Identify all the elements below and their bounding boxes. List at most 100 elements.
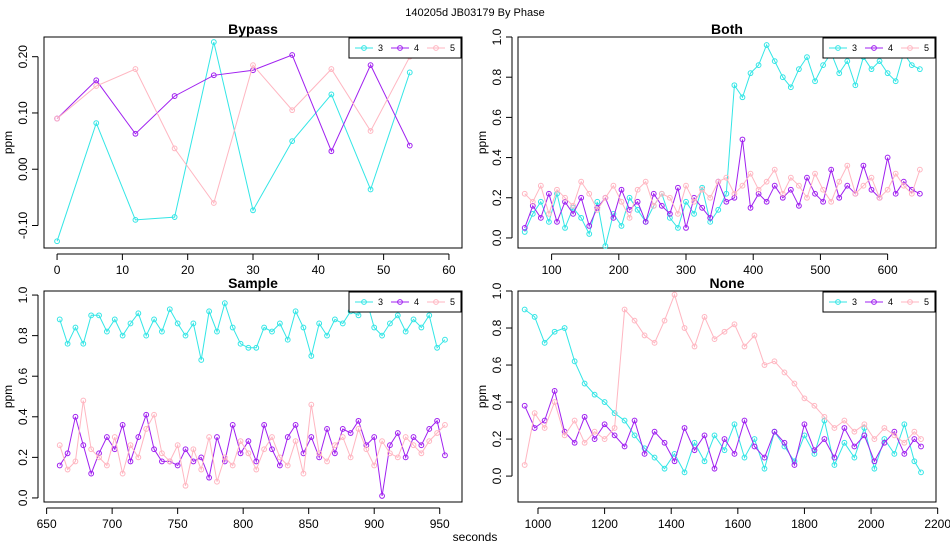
series-3-point [410,316,417,323]
series-5-point [198,466,205,473]
series-4-point [284,434,291,440]
series-4-point [586,222,593,229]
series-3-point [190,320,197,327]
series-4-point [707,214,714,221]
series-4-point [691,447,698,454]
series-4-line [524,139,921,229]
panel-title: Bypass [228,21,278,37]
series-3-point [594,198,601,205]
x-tick-label: 40 [312,263,326,277]
series-3-point [135,310,142,317]
series-3-point [581,380,588,387]
y-axis-label: ppm [1,131,15,154]
series-3-point [111,316,118,323]
legend-label: 5 [924,297,929,307]
series-5-point [521,462,528,468]
series-5-point [339,434,346,440]
legend-label: 5 [450,297,455,307]
x-tick-label: 750 [168,517,188,531]
series-4-point [237,450,244,457]
series-5-point [844,162,851,169]
series-4-point [811,447,818,454]
y-tick-label: 0.6 [490,109,504,126]
series-4-point [812,190,818,197]
series-3-point [541,339,548,346]
series-5-point [747,170,754,177]
legend-label: 3 [852,297,857,307]
series-4-point [174,462,181,469]
series-3-point [602,243,609,249]
plot-frame [517,36,937,249]
series-4-point [551,388,558,394]
legend-swatch-point [397,45,403,51]
series-3-point [618,222,625,229]
x-tick-label: 20 [181,263,195,277]
series-4-point [151,446,157,453]
series-5-point [801,395,808,402]
series-4-point [245,438,252,445]
series-5-point [292,438,299,445]
series-4-point [434,417,441,424]
series-5-point [658,190,665,197]
legend-swatch-point [361,299,367,305]
x-tick-label: 10 [116,263,130,277]
series-4-point [671,458,678,465]
series-5-point [367,128,374,134]
series-4-point [214,434,220,440]
series-3-point [755,62,762,69]
series-5-point [666,194,673,201]
series-4-point [918,443,924,450]
series-4-point [182,446,189,453]
x-tick-label: 100 [542,263,562,277]
series-4-point [221,458,228,465]
y-tick-label: 1.0 [490,282,504,299]
series-4-point [289,52,296,58]
series-3-point [72,324,79,331]
series-4-point [779,194,786,201]
series-5-point [881,425,888,431]
series-4-point [787,186,794,193]
series-5-point [237,438,244,445]
series-5-point [171,145,178,152]
series-3-point [253,344,260,351]
series-5-point [529,198,536,205]
legend-label: 4 [888,297,893,307]
series-5-point [701,314,708,320]
series-3-point [143,332,150,339]
y-tick-label: -0.10 [16,211,30,239]
series-3-point [387,320,393,327]
series-5-point [851,428,858,435]
series-5-point [578,178,585,185]
series-3-point [537,198,544,205]
series-4-point [324,426,330,432]
series-3-point [634,206,641,213]
series-4-point [103,434,110,440]
series-4-point [308,434,315,440]
series-3-point [418,324,425,331]
series-3-point [844,58,851,65]
series-3-point [221,300,228,307]
series-3-point [651,454,658,461]
series-4-point [355,417,362,424]
series-4-point [796,202,802,209]
panel-bypass: Bypass 0 10 20 30 40 50 60 -0.10 0.00 0.10 0.20 ppm 3… [1,21,463,277]
series-3-point [531,314,538,320]
series-5-point [618,198,625,205]
series-5-point [571,417,578,424]
series-5-point [707,194,714,201]
y-tick-label: 0.4 [490,393,504,410]
series-3-point [611,410,618,417]
series-5-point [699,186,706,193]
series-4-line [524,389,922,471]
series-5-point [328,66,335,72]
series-3-point [787,84,794,91]
series-4-point [347,430,354,436]
series-5-point [546,210,552,217]
series-5-point [54,115,60,122]
series-4-point [618,186,625,193]
series-5-point [111,434,118,440]
series-4-point [581,413,588,420]
series-3-point [711,432,718,439]
series-5-point [908,190,915,197]
series-4-point [72,413,79,420]
